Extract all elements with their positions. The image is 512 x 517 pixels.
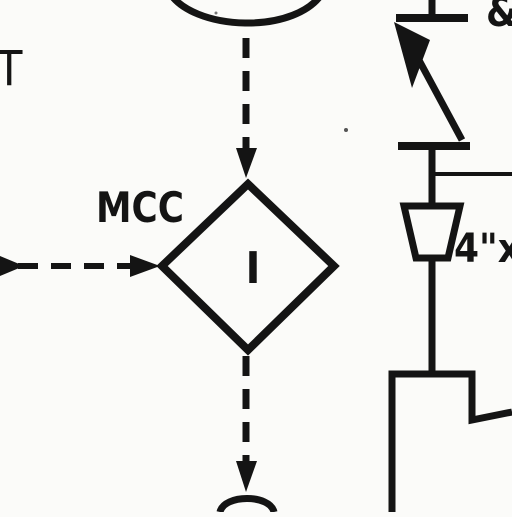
top-right-partial-label: & [486,0,512,36]
arrowhead-left [0,256,24,276]
diamond-symbol-i: I [246,243,261,294]
bottom-instrument-circle [216,495,278,514]
reducer-size-label: 4"x [454,226,512,272]
mcc-label: MCC [96,183,184,232]
arrowhead-right-into-diamond [130,255,160,277]
left-letter-t: T [0,41,23,97]
relief-valve-arrow [394,22,430,88]
arrowhead-down-top [236,148,257,178]
top-instrument-circle [171,0,322,27]
arrowhead-down-bottom [236,461,257,492]
scan-speck [214,11,218,15]
mcc-diamond [156,178,340,356]
scan-speck [344,128,348,132]
reducer-symbol [399,202,465,262]
vessel-outline [388,370,512,512]
